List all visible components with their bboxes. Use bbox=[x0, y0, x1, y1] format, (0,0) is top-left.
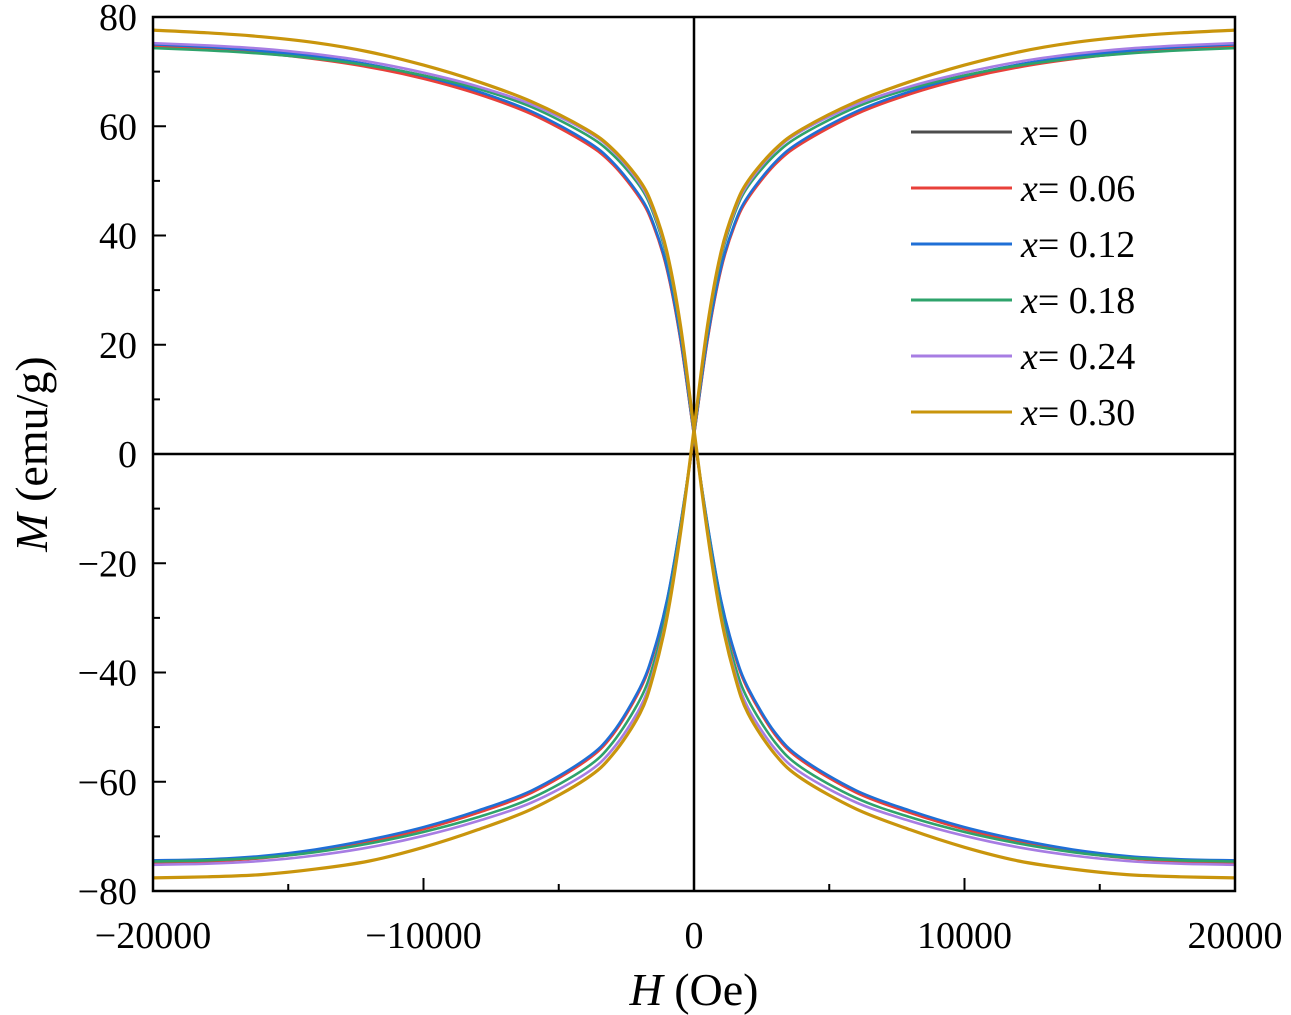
x-axis-title: H (Oe) bbox=[628, 964, 758, 1015]
y-axis-symbol: M bbox=[6, 511, 57, 553]
y-axis-unit: (emu/g) bbox=[6, 356, 57, 502]
x-tick-label: 10000 bbox=[917, 915, 1012, 957]
legend-label: x= 0.18 bbox=[1020, 280, 1135, 322]
legend-label: x= 0.12 bbox=[1020, 224, 1135, 266]
legend-label: x= 0 bbox=[1020, 112, 1088, 154]
y-tick-label: 40 bbox=[99, 216, 137, 258]
x-axis-symbol: H bbox=[628, 964, 665, 1015]
zero-lines bbox=[153, 17, 1235, 891]
x-axis-ticks: −20000 −10000 0 10000 20000 bbox=[95, 878, 1283, 957]
x-tick-label: −20000 bbox=[95, 915, 211, 957]
y-tick-label: −60 bbox=[78, 762, 137, 804]
x-tick-label: −10000 bbox=[365, 915, 481, 957]
legend-label: x= 0.30 bbox=[1020, 392, 1135, 434]
x-tick-label: 0 bbox=[685, 915, 704, 957]
legend-label: x= 0.24 bbox=[1020, 336, 1135, 378]
y-tick-label: 60 bbox=[99, 106, 137, 148]
x-tick-label: 20000 bbox=[1188, 915, 1283, 957]
y-tick-label: 0 bbox=[118, 434, 137, 476]
y-tick-label: −80 bbox=[78, 871, 137, 913]
x-axis-unit: (Oe) bbox=[674, 964, 758, 1015]
legend: x= 0 x= 0.06 x= 0.12 x= 0.18 x= 0.24 x= 0.30 bbox=[911, 112, 1135, 434]
y-tick-label: 80 bbox=[99, 0, 137, 39]
y-tick-label: −40 bbox=[78, 653, 137, 695]
series-layer bbox=[153, 28, 1235, 880]
y-tick-label: 20 bbox=[99, 325, 137, 367]
y-axis-ticks: −80 −60 −40 −20 0 20 40 60 80 bbox=[78, 0, 166, 913]
y-tick-label: −20 bbox=[78, 543, 137, 585]
legend-label: x= 0.06 bbox=[1020, 168, 1135, 210]
y-axis-title: M (emu/g) bbox=[6, 356, 57, 552]
series-line-6-ascending bbox=[153, 28, 1235, 880]
